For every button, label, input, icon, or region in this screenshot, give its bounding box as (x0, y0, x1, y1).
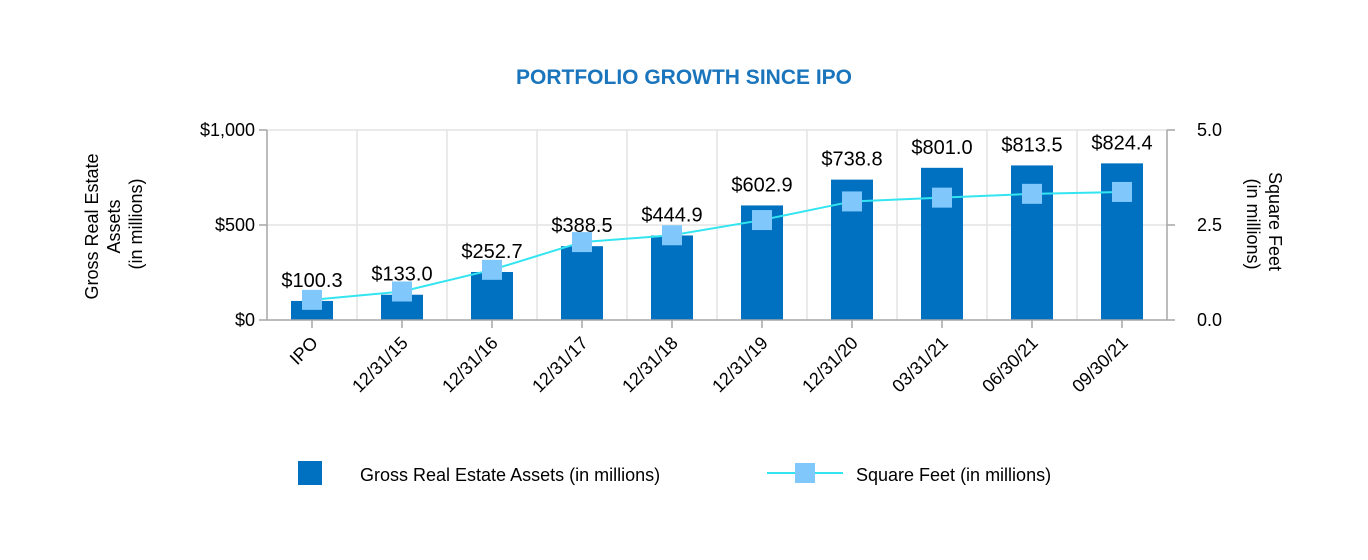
left-tick-label: $0 (235, 310, 255, 330)
x-tick-label: 12/31/16 (438, 333, 502, 397)
bar-data-label: $602.9 (731, 174, 792, 196)
bar-2 (471, 271, 513, 320)
bar-data-label: $252.7 (461, 241, 522, 263)
x-tick-label: 06/30/21 (978, 333, 1042, 397)
x-tick-label: 09/30/21 (1068, 333, 1132, 397)
square-feet-marker-0 (302, 289, 322, 310)
legend-bar-label: Gross Real Estate Assets (in millions) (360, 465, 660, 485)
legend: Gross Real Estate Assets (in millions) S… (298, 461, 1051, 485)
bar-0 (291, 300, 333, 320)
bar-data-label: $824.4 (1091, 132, 1152, 154)
square-feet-marker-2 (482, 259, 502, 280)
x-tick-label: 03/31/21 (888, 333, 952, 397)
right-axis-title: Square Feet (in millions) (1243, 172, 1285, 276)
right-tick-label: 2.5 (1197, 215, 1222, 235)
chart-title: PORTFOLIO GROWTH SINCE IPO (516, 66, 852, 89)
bar-data-label: $801.0 (911, 137, 972, 159)
axes-layer (259, 129, 1175, 328)
x-tick-label: 12/31/18 (618, 333, 682, 397)
x-tick-label: 12/31/19 (708, 333, 772, 397)
x-tick-label: IPO (286, 333, 322, 369)
bar-data-label: $813.5 (1001, 134, 1062, 156)
square-feet-marker-7 (932, 187, 952, 208)
left-axis-title: Gross Real Estate Assets (in millions) (82, 148, 146, 299)
square-feet-marker-5 (752, 210, 772, 231)
square-feet-marker-9 (1112, 181, 1132, 202)
square-feet-line (311, 190, 1123, 301)
bar-data-label: $444.9 (641, 204, 702, 226)
legend-bar-swatch (298, 461, 322, 485)
bar-3 (561, 246, 603, 320)
square-feet-marker-3 (572, 232, 592, 253)
x-tick-label: 12/31/15 (348, 333, 412, 397)
bar-data-label: $133.0 (371, 264, 432, 286)
square-feet-marker-6 (842, 191, 862, 212)
bar-data-label: $388.5 (551, 215, 612, 237)
bar-data-label: $100.3 (281, 270, 342, 292)
line-layer (302, 181, 1132, 310)
x-tick-label: 12/31/17 (528, 333, 592, 397)
x-tick-label: 12/31/20 (798, 333, 862, 397)
labels-layer: $0 $500 $1,000 0.0 2.5 5.0 IPO 12/31/15 12/31/16… (200, 120, 1222, 396)
square-feet-marker-1 (392, 281, 412, 302)
left-tick-label: $500 (215, 215, 255, 235)
legend-line-marker (795, 463, 815, 483)
right-tick-label: 0.0 (1197, 310, 1222, 330)
left-tick-label: $1,000 (200, 120, 255, 140)
bar-4 (651, 235, 693, 320)
square-feet-marker-8 (1022, 183, 1042, 204)
square-feet-marker-4 (662, 225, 682, 246)
legend-line-label: Square Feet (in millions) (856, 465, 1051, 485)
right-tick-label: 5.0 (1197, 120, 1222, 140)
bar-data-label: $738.8 (821, 149, 882, 171)
